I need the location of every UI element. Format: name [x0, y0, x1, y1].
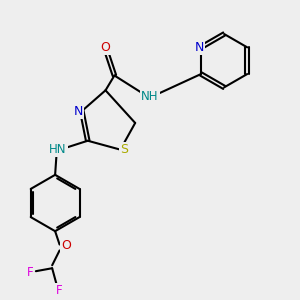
- Text: O: O: [100, 41, 110, 54]
- Text: O: O: [61, 239, 71, 253]
- Text: NH: NH: [141, 90, 159, 103]
- Text: N: N: [195, 41, 204, 54]
- Text: F: F: [27, 266, 33, 279]
- Text: HN: HN: [49, 143, 67, 156]
- Text: S: S: [120, 143, 128, 156]
- Text: N: N: [74, 105, 83, 118]
- Text: F: F: [56, 284, 63, 297]
